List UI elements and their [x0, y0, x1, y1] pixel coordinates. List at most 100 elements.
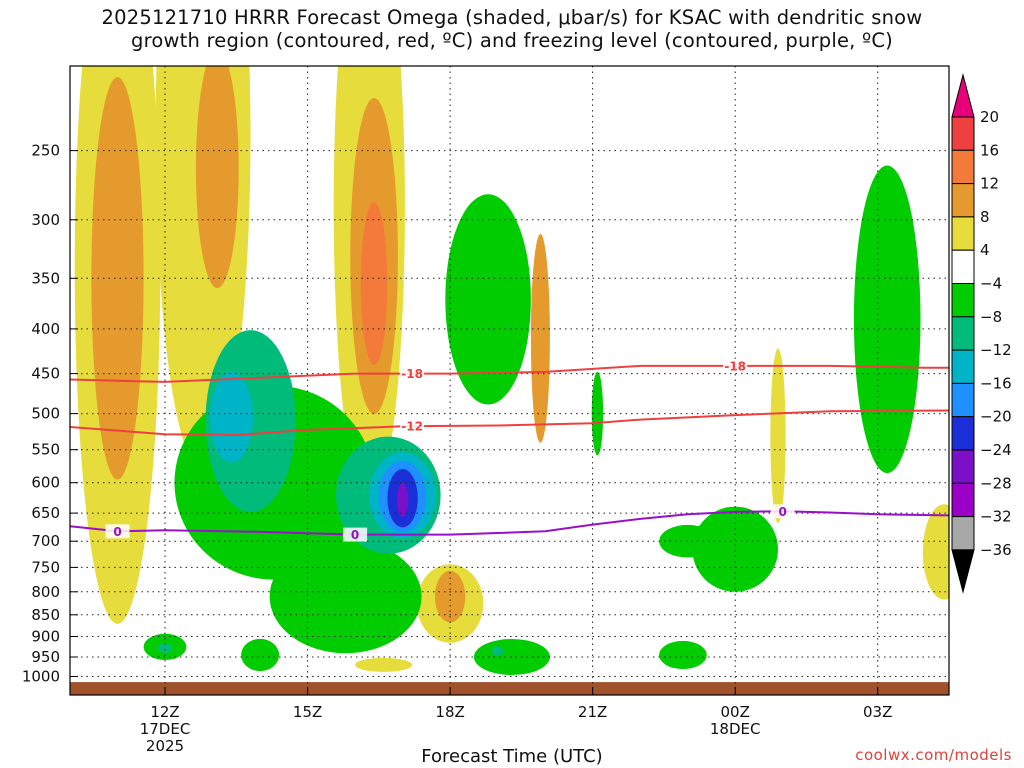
contour-label-0-0: -18	[401, 367, 423, 381]
y-tick-label: 350	[31, 269, 60, 287]
colorbar-label: 8	[980, 208, 990, 226]
omega-region-26	[853, 165, 921, 474]
y-tick-label: 500	[31, 405, 60, 423]
y-tick-label: 850	[31, 606, 60, 624]
omega-region-12	[110, 567, 125, 602]
contour-label-1-0: -12	[401, 420, 423, 434]
y-tick-label: 400	[31, 320, 60, 338]
colorbar-label: −28	[980, 474, 1012, 492]
x-tick-label: 15Z	[293, 703, 322, 721]
colorbar-box	[951, 449, 975, 484]
colorbar-box	[951, 382, 975, 418]
contour-label-bg	[400, 366, 425, 381]
x-axis-label: Forecast Time (UTC)	[421, 746, 603, 767]
omega-region-24	[692, 506, 778, 592]
y-axis: 250 300 350 400 450 500 550 600 650 700 750 800 850 9…	[22, 142, 78, 686]
grid	[70, 66, 949, 695]
x-tick-label: 00Z	[721, 703, 750, 721]
contour-label-bg	[400, 419, 425, 434]
colorbar-label: −24	[980, 441, 1012, 459]
omega-region-18	[269, 540, 422, 654]
colorbar-box	[951, 249, 975, 284]
colorbar-box	[951, 183, 975, 218]
colorbar-box	[951, 216, 975, 251]
colorbar-label: 16	[980, 141, 999, 159]
contour-label-bg	[770, 504, 795, 519]
y-tick-label: 900	[31, 628, 60, 646]
colorbar-box	[951, 516, 975, 551]
omega-region-19	[591, 371, 604, 456]
colorbar-box	[951, 316, 975, 351]
contour-line-0	[70, 364, 949, 383]
surface-band	[70, 682, 949, 695]
y-tick-label: 750	[31, 558, 60, 576]
contour-line-2	[70, 510, 949, 536]
omega-region-1	[91, 77, 144, 480]
x-tick-label: 21Z	[578, 703, 607, 721]
contour-line-1	[70, 409, 949, 437]
colorbar-top-arrow	[951, 73, 975, 118]
omega-region-11	[110, 480, 125, 534]
y-tick-label: 550	[31, 441, 60, 459]
omega-region-22	[473, 639, 550, 675]
contour-label-2-0: 0	[113, 525, 121, 539]
y-tick-label: 800	[31, 583, 60, 601]
colorbar-label: −12	[980, 341, 1012, 359]
omega-region-16	[445, 194, 531, 405]
colorbar-box	[951, 416, 975, 451]
colorbar-label: 12	[980, 175, 999, 193]
x-tick-label: 12Z	[150, 703, 179, 721]
colorbar-box	[951, 149, 975, 185]
contour-label-0-1: -18	[724, 359, 746, 373]
omega-region-8	[530, 233, 550, 443]
y-tick-label: 950	[31, 648, 60, 666]
chart-title-line-1: 2025121710 HRRR Forecast Omega (shaded, …	[101, 6, 923, 29]
omega-region-14	[355, 657, 413, 672]
contour-label-bg	[105, 524, 130, 539]
omega-region-21	[241, 638, 280, 672]
y-tick-label: 650	[31, 504, 60, 522]
omega-shading	[74, 66, 949, 675]
chart-title: 2025121710 HRRR Forecast Omega (shaded, …	[0, 6, 1024, 52]
contour-label-2-1: 0	[351, 528, 359, 542]
y-tick-label: 450	[31, 365, 60, 383]
x-tick-label: 17DEC	[140, 720, 191, 738]
temperature-contours: -18 -18 -12 0 0 0	[70, 358, 949, 542]
omega-region-3	[195, 66, 239, 288]
colorbar-label: −4	[980, 275, 1002, 293]
x-tick-label: 2025	[146, 737, 184, 755]
colorbar-label: −8	[980, 308, 1002, 326]
colorbar-box	[951, 349, 975, 384]
omega-region-6	[360, 202, 388, 366]
colorbar: 20 16 12 8 4 −4 −8 −12 −16 −20 −24 −28 −32 −36	[951, 73, 1012, 594]
colorbar-label: −16	[980, 374, 1012, 392]
x-tick-label: 03Z	[863, 703, 892, 721]
y-tick-label: 300	[31, 211, 60, 229]
colorbar-label: −32	[980, 508, 1012, 526]
colorbar-box	[951, 482, 975, 518]
plot-frame	[69, 65, 950, 696]
contour-label-bg	[723, 358, 748, 373]
x-tick-label: 18Z	[435, 703, 464, 721]
credit-link[interactable]: coolwx.com/models	[855, 746, 1012, 764]
x-tick-label: 18DEC	[710, 720, 761, 738]
omega-region-27	[870, 376, 904, 466]
omega-region-36	[396, 483, 409, 517]
colorbar-label: −36	[980, 541, 1012, 559]
contour-label-bg	[343, 527, 368, 542]
chart-title-line-2: growth region (contoured, red, ºC) and f…	[131, 29, 893, 52]
y-tick-label: 250	[31, 142, 60, 160]
omega-region-32	[210, 372, 253, 463]
surface-ground-band	[70, 682, 949, 695]
colorbar-label: 4	[980, 241, 990, 259]
y-tick-label: 700	[31, 532, 60, 550]
omega-region-31	[491, 646, 504, 656]
colorbar-label: 20	[980, 108, 999, 126]
colorbar-label: −20	[980, 408, 1012, 426]
omega-region-10	[434, 570, 466, 623]
y-tick-label: 600	[31, 474, 60, 492]
y-tick-label: 1000	[22, 668, 60, 686]
colorbar-bottom-arrow	[951, 549, 975, 594]
colorbar-box	[951, 283, 975, 318]
